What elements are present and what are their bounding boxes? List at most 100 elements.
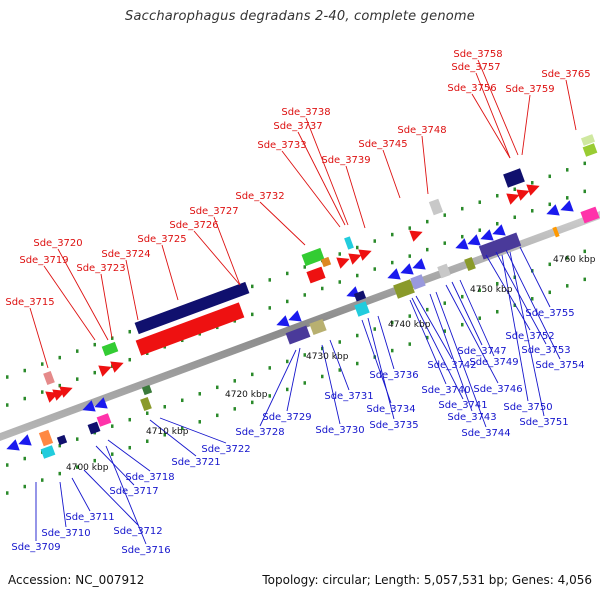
tick-mark [373, 327, 376, 331]
gene-arrow [526, 184, 540, 196]
gene-arrow [18, 434, 32, 446]
gene-block [43, 370, 55, 386]
gene-label: Sde_3710 [41, 528, 90, 539]
kbp-label: 4700 kbp [66, 463, 109, 473]
gene-block [478, 232, 522, 260]
tick-mark [128, 357, 131, 362]
tick-mark [93, 370, 96, 375]
gene-block [101, 341, 119, 357]
gene-label: Sde_3753 [521, 345, 570, 356]
tick-mark [513, 275, 516, 280]
gene-label: Sde_3719 [19, 255, 68, 266]
gene-arrow [506, 193, 520, 205]
gene-label: Sde_3756 [447, 83, 496, 94]
gene-arrow [288, 310, 302, 322]
tick-mark [391, 232, 394, 237]
gene-arrow [358, 249, 372, 261]
kbp-label: 4710 kbp [146, 427, 189, 437]
tick-mark [356, 333, 359, 338]
gene-label: Sde_3749 [469, 357, 518, 368]
gene-label: Sde_3743 [447, 412, 496, 423]
tick-mark [58, 471, 61, 476]
gene-arrow [480, 229, 494, 241]
tick-mark [146, 411, 149, 415]
tick-mark [513, 187, 516, 192]
tick-mark [443, 301, 446, 305]
tick-mark [513, 215, 516, 220]
gene-label: Sde_3718 [125, 472, 174, 483]
tick-mark [216, 413, 219, 418]
tick-mark [391, 348, 394, 353]
leader-line [509, 251, 545, 417]
tick-mark [496, 193, 499, 198]
leader-line [409, 299, 447, 385]
tick-mark [76, 437, 79, 441]
tick-mark [286, 359, 289, 364]
leader-line [495, 251, 547, 345]
tick-mark [478, 200, 481, 204]
gene-label: Sde_3734 [366, 404, 415, 415]
tick-mark [443, 329, 446, 333]
tick-mark [373, 267, 376, 271]
tick-mark [338, 280, 341, 284]
leader-line [297, 131, 346, 226]
tick-mark [356, 361, 359, 366]
leader-line [367, 317, 395, 420]
gene-label: Sde_3716 [121, 545, 170, 556]
tick-mark [233, 407, 236, 411]
tick-mark [461, 206, 464, 211]
tick-mark [303, 381, 306, 385]
tick-mark [478, 288, 481, 292]
tick-mark [111, 452, 114, 456]
gene-arrow [409, 230, 423, 242]
tick-mark [286, 387, 289, 392]
tick-mark [496, 309, 499, 314]
gene-label: Sde_3724 [101, 249, 150, 260]
leader-line [29, 307, 49, 369]
leader-line [95, 445, 135, 486]
leader-line [459, 279, 495, 357]
tick-mark [338, 368, 341, 372]
accession-text: Accession: NC_007912 [8, 573, 145, 587]
gene-label: Sde_3721 [171, 457, 220, 468]
tick-mark [478, 316, 481, 320]
gene-label: Sde_3726 [169, 220, 218, 231]
leader-line [382, 149, 401, 199]
tick-mark [111, 424, 114, 428]
leader-line [159, 417, 227, 444]
gene-label: Sde_3759 [505, 84, 554, 95]
gene-label: Sde_3735 [369, 420, 418, 431]
tick-mark [58, 443, 61, 448]
gene-block [437, 263, 451, 279]
tick-mark [198, 392, 201, 396]
gene-label: Sde_3754 [535, 360, 584, 371]
tick-mark [23, 396, 26, 401]
tick-mark [93, 342, 96, 347]
gene-arrow [336, 257, 350, 269]
gene-block [301, 247, 325, 267]
leader-line-layer [29, 59, 577, 545]
gene-arrow [412, 258, 426, 270]
leader-line [345, 165, 366, 229]
tick-mark [163, 433, 166, 437]
leader-line [107, 439, 151, 472]
genome-summary: Topology: circular; Length: 5,057,531 bp… [262, 573, 592, 587]
gene-arrow [59, 386, 73, 398]
tick-mark [58, 355, 61, 360]
gene-arrow [387, 268, 401, 280]
gene-label: Sde_3748 [397, 125, 446, 136]
gene-label: Sde_3742 [427, 360, 476, 371]
leader-line [451, 281, 483, 346]
tick-mark [548, 202, 551, 207]
tick-mark [216, 385, 219, 390]
gene-label: Sde_3729 [262, 412, 311, 423]
tick-mark [251, 284, 254, 289]
tick-mark [6, 403, 9, 407]
tick-mark [408, 342, 411, 346]
gene-block [134, 281, 250, 335]
tick-mark [93, 458, 96, 463]
gene-label: Sde_3765 [541, 69, 590, 80]
leader-line [519, 246, 551, 308]
gene-block [135, 302, 245, 356]
tick-mark [128, 329, 131, 334]
